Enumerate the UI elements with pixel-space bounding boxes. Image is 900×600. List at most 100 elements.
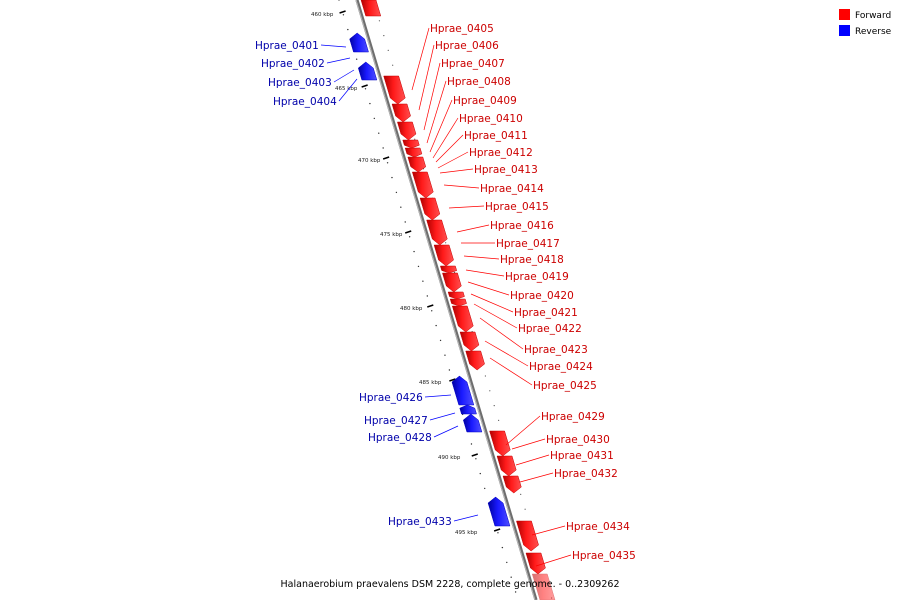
minor-tick — [498, 419, 500, 421]
gene-label: Hprae_0419 — [505, 271, 569, 283]
tick-label: 480 kbp — [400, 306, 423, 312]
gene-label: Hprae_0416 — [490, 220, 554, 232]
minor-tick — [431, 310, 433, 312]
gene-glyph — [449, 298, 467, 307]
leader-line — [437, 151, 469, 169]
major-tick — [382, 156, 390, 160]
gene-label: Hprae_0433 — [388, 516, 452, 528]
minor-tick — [501, 546, 504, 549]
gene-glyph — [433, 244, 454, 267]
major-tick — [471, 453, 478, 457]
gene-label: Hprae_0425 — [533, 380, 597, 392]
tick-layer: 460 kbp 465 kbp 470 kbp 475 kbp 480 kbp 485 k… — [311, 0, 553, 599]
leader-line — [519, 472, 554, 483]
leader-line — [473, 303, 518, 329]
minor-tick — [382, 147, 384, 149]
leader-line — [423, 62, 441, 131]
leader-line — [439, 168, 474, 174]
gene-glyph — [489, 430, 511, 457]
legend-reverse-swatch — [839, 25, 850, 36]
leader-line — [453, 514, 479, 522]
gene-glyph — [447, 291, 465, 300]
minor-tick — [373, 117, 376, 120]
gene-label: Hprae_0411 — [464, 130, 528, 142]
minor-tick — [453, 271, 456, 273]
gene-glyph — [487, 496, 511, 527]
leader-line — [531, 525, 566, 536]
minor-tick — [484, 375, 486, 377]
gene-glyph — [440, 265, 458, 274]
gene-glyph — [397, 121, 417, 141]
minor-tick — [497, 532, 499, 534]
leader-line — [489, 357, 533, 386]
gene-label: Hprae_0415 — [485, 201, 549, 213]
gene-label: Hprae_0422 — [518, 323, 582, 335]
minor-tick — [392, 64, 394, 66]
gene-label: Hprae_0408 — [447, 76, 511, 88]
major-tick — [404, 230, 412, 234]
gene-glyph — [459, 404, 477, 415]
legend-reverse-label: Reverse — [855, 27, 892, 37]
tick-label: 485 kbp — [419, 380, 442, 386]
gene-label: Hprae_0414 — [480, 183, 544, 195]
minor-tick — [489, 390, 491, 392]
major-tick — [361, 84, 368, 88]
gene-glyph — [404, 147, 423, 158]
leader-line — [535, 554, 572, 567]
legend-forward-label: Forward — [855, 11, 891, 21]
gene-glyph — [426, 219, 448, 246]
gene-label: Hprae_0401 — [255, 40, 319, 52]
genome-title: Halanaerobium praevalens DSM 2228, compl… — [281, 579, 620, 590]
gene-glyph — [411, 171, 434, 199]
minor-tick — [470, 443, 473, 445]
tick-label: 495 kbp — [455, 530, 478, 536]
gene-glyph — [451, 375, 475, 406]
tick-label: 490 kbp — [438, 455, 461, 461]
leader-line — [338, 78, 358, 102]
leader-line — [467, 281, 510, 296]
leader-line — [470, 293, 514, 313]
minor-tick — [369, 102, 371, 105]
gene-label: Hprae_0406 — [435, 40, 499, 52]
leader-line — [463, 255, 500, 260]
minor-tick — [347, 28, 349, 31]
minor-tick — [413, 250, 415, 253]
minor-tick — [417, 265, 420, 268]
leader-line — [432, 117, 459, 159]
gene-glyph — [442, 272, 462, 293]
leader-line — [456, 224, 490, 233]
gene-glyph — [496, 455, 517, 477]
gene-label: Hprae_0427 — [364, 415, 428, 427]
label-layer: Hprae_0401 Hprae_0402 Hprae_0403 Hprae_0404… — [255, 23, 636, 567]
gene-label: Hprae_0421 — [514, 307, 578, 319]
minor-tick — [514, 591, 517, 593]
major-tick — [427, 304, 434, 308]
leader-line — [411, 27, 430, 91]
gene-label: Hprae_0423 — [524, 344, 588, 356]
gene-label: Hprae_0429 — [541, 411, 605, 423]
leader-line — [465, 269, 505, 277]
minor-tick — [364, 88, 367, 90]
gene-label: Hprae_0418 — [500, 254, 564, 266]
gene-label: Hprae_0435 — [572, 550, 636, 562]
legend-forward-swatch — [839, 9, 850, 20]
gene-glyph — [502, 475, 522, 494]
minor-tick — [426, 295, 429, 297]
gene-label: Hprae_0407 — [441, 58, 505, 70]
gene-label: Hprae_0420 — [510, 290, 574, 302]
gene-label: Hprae_0413 — [474, 164, 538, 176]
minor-tick — [387, 49, 389, 52]
leader-line — [333, 69, 355, 83]
leader-line — [448, 205, 485, 209]
major-tick — [493, 528, 501, 532]
leader-line — [418, 44, 435, 111]
leader-line — [505, 415, 541, 446]
minor-tick — [386, 162, 389, 164]
tick-label: 460 kbp — [311, 12, 334, 18]
minor-tick — [404, 221, 406, 223]
gene-label: Hprae_0417 — [496, 238, 560, 250]
gene-layer — [349, 0, 556, 600]
minor-tick — [378, 132, 380, 134]
minor-tick — [408, 236, 411, 238]
gene-glyph — [402, 139, 420, 149]
